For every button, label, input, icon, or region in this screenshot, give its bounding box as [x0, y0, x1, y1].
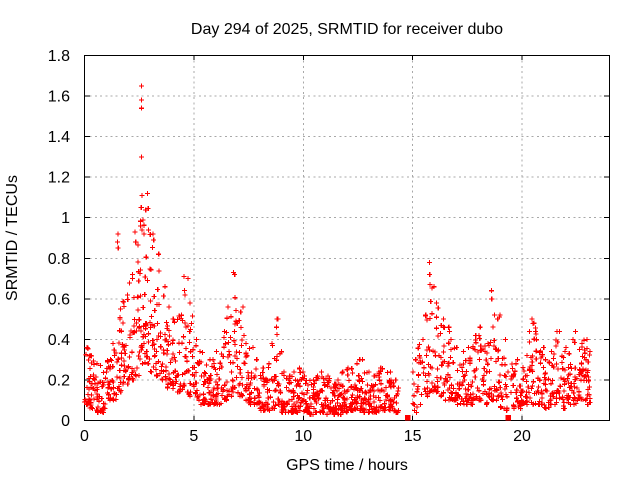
- zero-square-markers: [405, 414, 512, 421]
- x-tick-labels: 0 5 10 15 20: [80, 428, 531, 445]
- chart-title: Day 294 of 2025, SRMTID for receiver dub…: [191, 21, 503, 38]
- y-tick-label: 1.2: [48, 170, 70, 187]
- zero-square-marker: [505, 414, 512, 421]
- y-tick-label: 0.8: [48, 251, 70, 268]
- x-tick-label: 0: [80, 428, 89, 445]
- y-tick-labels: 0 0.2 0.4 0.6 0.8 1 1.2 1.4 1.6 1.8: [48, 48, 70, 430]
- x-tick-label: 5: [189, 428, 198, 445]
- x-tick-label: 10: [294, 428, 312, 445]
- y-tick-label: 0: [61, 413, 70, 430]
- y-tick-label: 0.6: [48, 291, 70, 308]
- y-axis-label: SRMTID / TECUs: [4, 175, 21, 301]
- x-tick-label: 15: [404, 428, 422, 445]
- gridlines: [84, 55, 610, 421]
- y-tick-label: 1.4: [48, 129, 70, 146]
- y-tick-label: 1.6: [48, 89, 70, 106]
- zero-square-marker: [405, 414, 411, 421]
- scatter-series: [82, 83, 593, 417]
- x-axis-label: GPS time / hours: [286, 457, 408, 474]
- y-tick-label: 1: [61, 210, 70, 227]
- y-tick-label: 0.2: [48, 372, 70, 389]
- axis-ticks: [84, 55, 610, 421]
- plot-border-rect: [84, 55, 610, 421]
- y-tick-label: 0.4: [48, 332, 70, 349]
- x-tick-label: 20: [513, 428, 531, 445]
- scatter-points-path: [82, 83, 593, 417]
- plot-border: [84, 55, 610, 421]
- y-tick-label: 1.8: [48, 48, 70, 65]
